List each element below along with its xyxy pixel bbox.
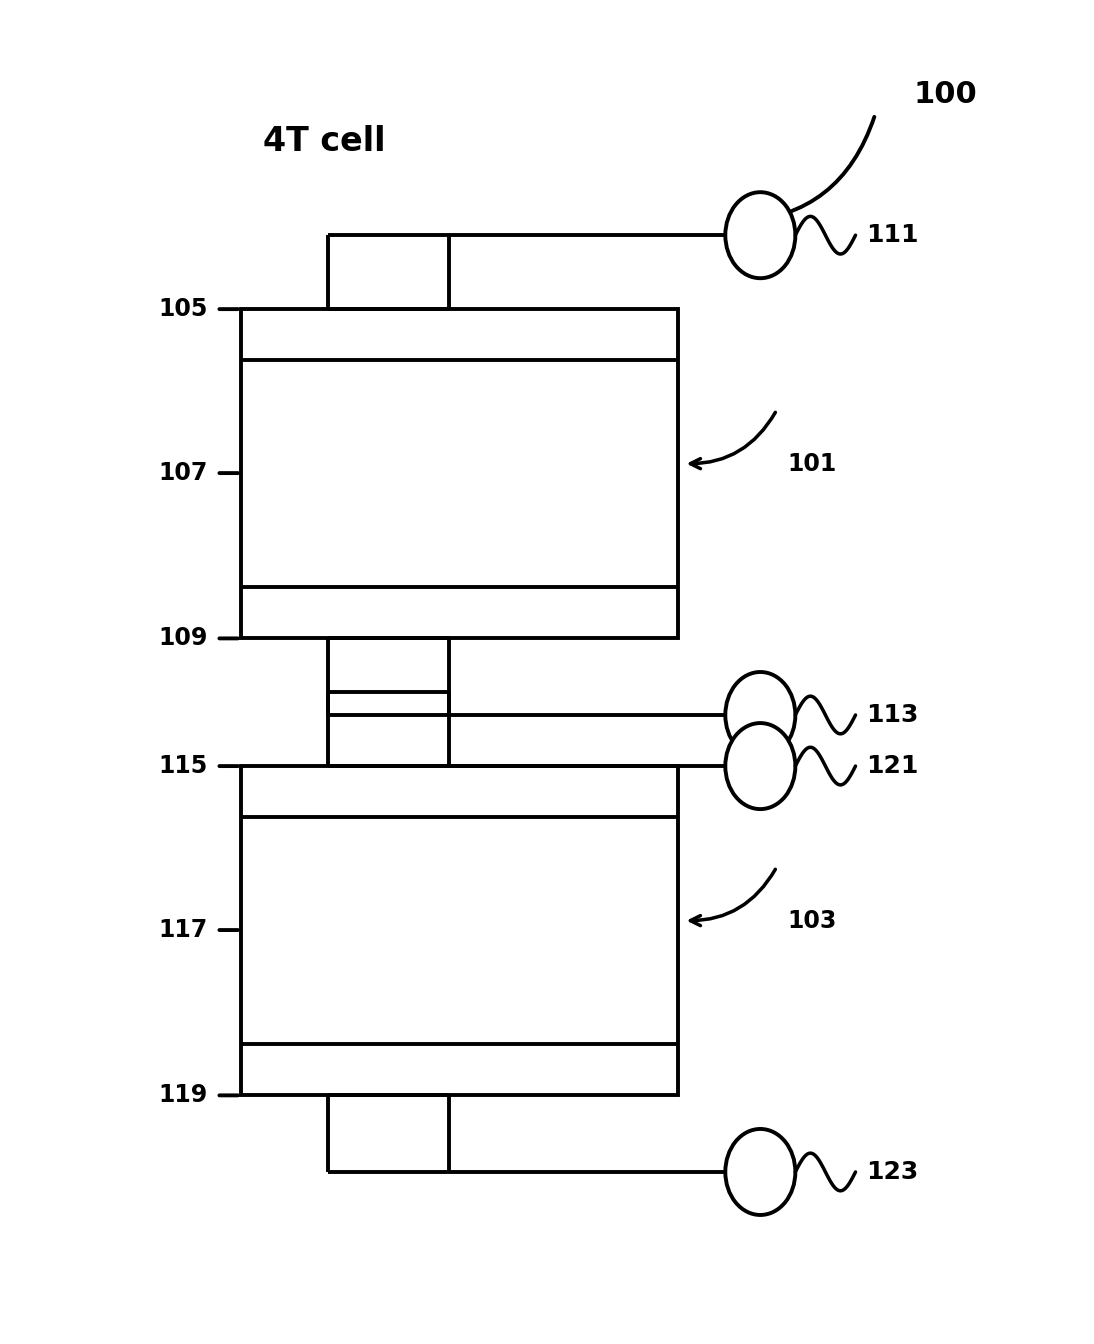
Text: 123: 123 — [866, 1160, 919, 1184]
Circle shape — [725, 192, 795, 278]
Text: 100: 100 — [913, 79, 977, 109]
Circle shape — [725, 723, 795, 809]
Circle shape — [725, 672, 795, 758]
Text: 117: 117 — [159, 918, 208, 942]
Text: 119: 119 — [159, 1083, 208, 1107]
Text: 121: 121 — [866, 754, 919, 778]
Text: 109: 109 — [159, 626, 208, 650]
Bar — [241, 766, 678, 1095]
Text: 107: 107 — [159, 461, 208, 485]
Text: 111: 111 — [866, 223, 919, 247]
Circle shape — [725, 1129, 795, 1215]
Text: 4T cell: 4T cell — [263, 125, 385, 157]
Text: 105: 105 — [159, 297, 208, 321]
Text: 113: 113 — [866, 703, 919, 727]
Text: 115: 115 — [159, 754, 208, 778]
Text: 103: 103 — [788, 909, 837, 933]
Bar — [241, 309, 678, 638]
Text: 101: 101 — [788, 452, 837, 476]
